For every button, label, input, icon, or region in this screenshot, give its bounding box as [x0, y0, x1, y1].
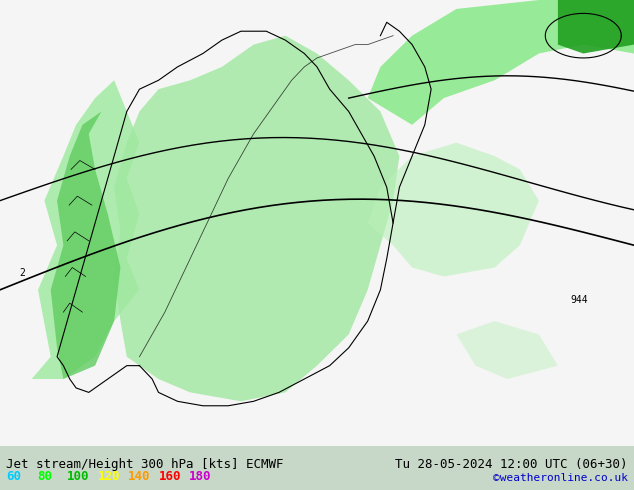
- Text: ©weatheronline.co.uk: ©weatheronline.co.uk: [493, 473, 628, 483]
- Polygon shape: [368, 143, 539, 276]
- Polygon shape: [32, 80, 139, 379]
- Text: 80: 80: [37, 470, 52, 483]
- Text: 100: 100: [67, 470, 89, 483]
- Polygon shape: [114, 36, 399, 401]
- Text: 60: 60: [6, 470, 22, 483]
- Text: 2: 2: [19, 269, 25, 278]
- Text: Jet stream/Height 300 hPa [kts] ECMWF: Jet stream/Height 300 hPa [kts] ECMWF: [6, 458, 284, 471]
- Polygon shape: [51, 112, 120, 379]
- Polygon shape: [456, 321, 558, 379]
- Text: 160: 160: [158, 470, 181, 483]
- Polygon shape: [0, 0, 634, 446]
- Text: Tu 28-05-2024 12:00 UTC (06+30): Tu 28-05-2024 12:00 UTC (06+30): [395, 458, 628, 471]
- Text: 944: 944: [571, 295, 588, 305]
- Text: 120: 120: [98, 470, 120, 483]
- Polygon shape: [368, 0, 634, 125]
- Text: 140: 140: [128, 470, 150, 483]
- Polygon shape: [558, 0, 634, 53]
- Text: 180: 180: [189, 470, 211, 483]
